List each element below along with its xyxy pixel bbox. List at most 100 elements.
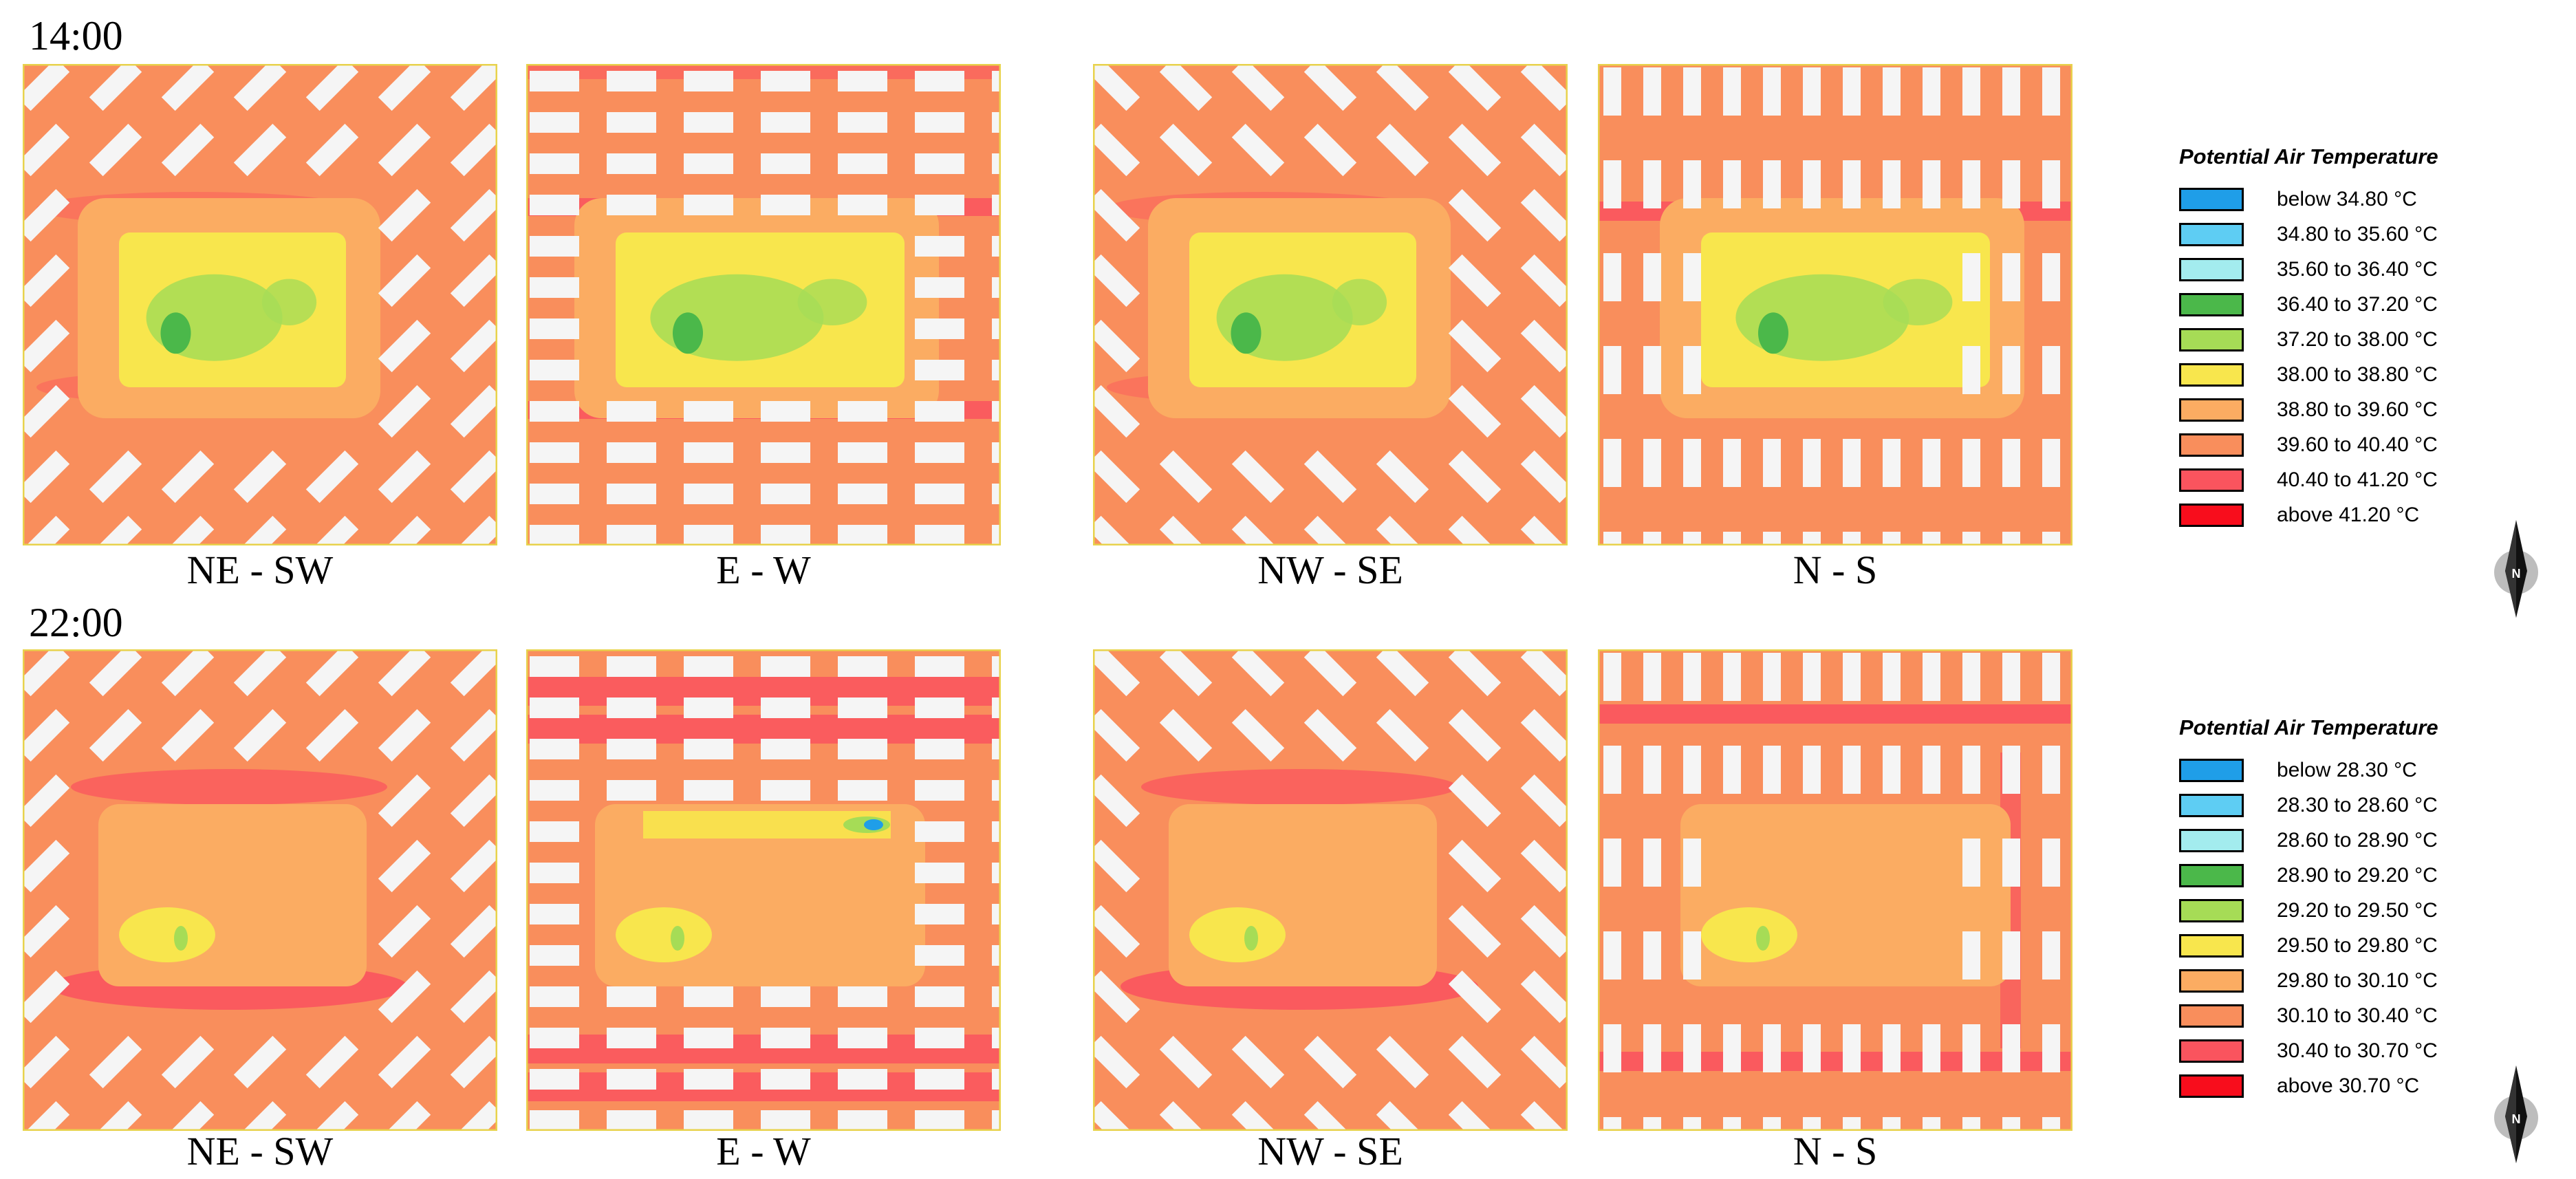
building	[684, 401, 733, 422]
building	[1962, 931, 1980, 980]
building	[1683, 746, 1701, 794]
legend-item: 37.20 to 38.00 °C	[2179, 322, 2438, 357]
building	[761, 153, 810, 174]
building	[1303, 450, 1357, 504]
building	[684, 1110, 733, 1131]
building	[761, 1110, 810, 1131]
legend-night: Potential Air Temperature below 28.30 °C…	[2179, 715, 2438, 1103]
legend-swatch	[2179, 187, 2244, 211]
building	[305, 64, 359, 111]
building	[1723, 746, 1741, 794]
building	[378, 970, 431, 1024]
building	[1962, 746, 1980, 794]
map-panel-day-ne-sw	[23, 64, 497, 545]
legend-label: 34.80 to 35.60 °C	[2277, 222, 2438, 246]
panel-frame	[23, 649, 497, 1131]
building	[1843, 746, 1861, 794]
legend-label: 40.40 to 41.20 °C	[2277, 468, 2438, 491]
building	[2002, 746, 2020, 794]
building	[2042, 160, 2060, 208]
legend-swatch	[2179, 327, 2244, 351]
building	[450, 709, 497, 762]
building	[1303, 709, 1357, 762]
building	[1520, 1035, 1568, 1089]
building	[1843, 160, 1861, 208]
north-arrow-icon: N	[2494, 1066, 2538, 1163]
building	[1448, 709, 1502, 762]
legend-item: 28.30 to 28.60 °C	[2179, 788, 2438, 823]
building	[1303, 1035, 1357, 1089]
panel-frame	[1093, 64, 1568, 545]
orientation-label: N - S	[1793, 1129, 1878, 1173]
building	[1093, 385, 1140, 438]
legend-label: above 41.20 °C	[2277, 503, 2420, 526]
building	[838, 739, 887, 759]
building	[1603, 1024, 1621, 1072]
building	[1093, 254, 1140, 307]
cool-zone	[797, 279, 867, 325]
time-label-night: 22:00	[29, 600, 123, 645]
legend-swatch	[2179, 969, 2244, 993]
building	[2042, 346, 2060, 394]
building	[1231, 515, 1285, 545]
building	[992, 360, 1001, 380]
building	[378, 905, 431, 958]
building	[1520, 515, 1568, 545]
building	[233, 64, 287, 111]
legend-item: 40.40 to 41.20 °C	[2179, 462, 2438, 497]
building	[1303, 123, 1357, 177]
legend-item: 28.60 to 28.90 °C	[2179, 823, 2438, 858]
building	[450, 64, 497, 111]
building	[1603, 253, 1621, 301]
building	[1683, 1117, 1701, 1131]
coolest-spot	[1758, 312, 1788, 354]
building	[761, 697, 810, 718]
building	[607, 1110, 656, 1131]
building	[233, 1101, 287, 1131]
building	[530, 945, 579, 966]
legend-swatch	[2179, 1004, 2244, 1028]
legend-swatch	[2179, 398, 2244, 422]
map-panel-night-ne-sw	[23, 649, 497, 1131]
building	[450, 839, 497, 893]
building	[992, 71, 1001, 91]
building	[1448, 450, 1502, 504]
building	[1520, 319, 1568, 373]
building	[992, 195, 1001, 215]
map-panel-night-nw-se	[1093, 649, 1568, 1131]
building	[1883, 746, 1901, 794]
building	[1448, 188, 1502, 242]
building	[1962, 253, 1980, 301]
building	[992, 318, 1001, 339]
building	[233, 649, 287, 697]
building	[607, 697, 656, 718]
building	[233, 515, 287, 545]
building	[915, 442, 964, 463]
legend-item: 29.50 to 29.80 °C	[2179, 928, 2438, 963]
building	[838, 525, 887, 545]
building	[161, 64, 215, 111]
building	[2002, 532, 2020, 545]
building	[1883, 653, 1901, 701]
building	[1643, 1024, 1661, 1072]
map-panel-day-e-w	[526, 64, 1001, 545]
building	[915, 739, 964, 759]
panel-frame	[1598, 64, 2072, 545]
legend-item: 30.40 to 30.70 °C	[2179, 1033, 2438, 1068]
cool-core	[1756, 926, 1770, 951]
legend-title: Potential Air Temperature	[2179, 715, 2438, 739]
building	[1683, 439, 1701, 487]
building	[1448, 649, 1502, 697]
building	[684, 153, 733, 174]
building	[1923, 67, 1940, 116]
building	[2002, 439, 2020, 487]
legend-item: 36.40 to 37.20 °C	[2179, 287, 2438, 322]
cool-zone	[1189, 907, 1286, 962]
building	[1231, 450, 1285, 504]
building	[992, 821, 1001, 842]
building	[305, 515, 359, 545]
building	[1603, 439, 1621, 487]
building	[23, 385, 70, 438]
building	[530, 360, 579, 380]
building	[761, 739, 810, 759]
